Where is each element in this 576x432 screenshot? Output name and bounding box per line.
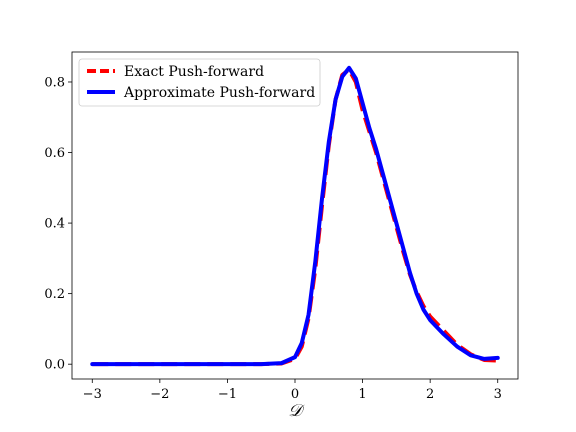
legend-label-exact: Exact Push-forward	[124, 64, 264, 80]
y-tick-label: 0.4	[44, 217, 65, 232]
legend: Exact Push-forward Approximate Push-forw…	[78, 58, 321, 107]
x-tick-label: 3	[494, 387, 502, 402]
legend-box	[78, 58, 321, 107]
y-tick-label: 0.8	[44, 75, 65, 90]
plot-lines	[90, 65, 500, 367]
x-tick-label: −2	[150, 387, 169, 402]
y-tick-label: 0.2	[44, 287, 65, 302]
legend-label-approximate: Approximate Push-forward	[123, 85, 315, 101]
series-line-approximate	[90, 65, 500, 367]
x-axis-ticks: −3 −2 −1 0 1 2 3	[83, 379, 502, 402]
y-tick-label: 0.0	[44, 358, 65, 373]
x-tick-label: 2	[426, 387, 434, 402]
x-tick-label: 1	[358, 387, 366, 402]
y-axis-ticks: 0.0 0.2 0.4 0.6 0.8	[44, 75, 72, 373]
x-axis-label: 𝒟	[288, 401, 305, 421]
series-line-exact	[92, 67, 498, 367]
x-tick-label: −1	[218, 387, 237, 402]
x-tick-label: −3	[83, 387, 102, 402]
x-tick-label: 0	[291, 387, 299, 402]
y-tick-label: 0.6	[44, 146, 65, 161]
